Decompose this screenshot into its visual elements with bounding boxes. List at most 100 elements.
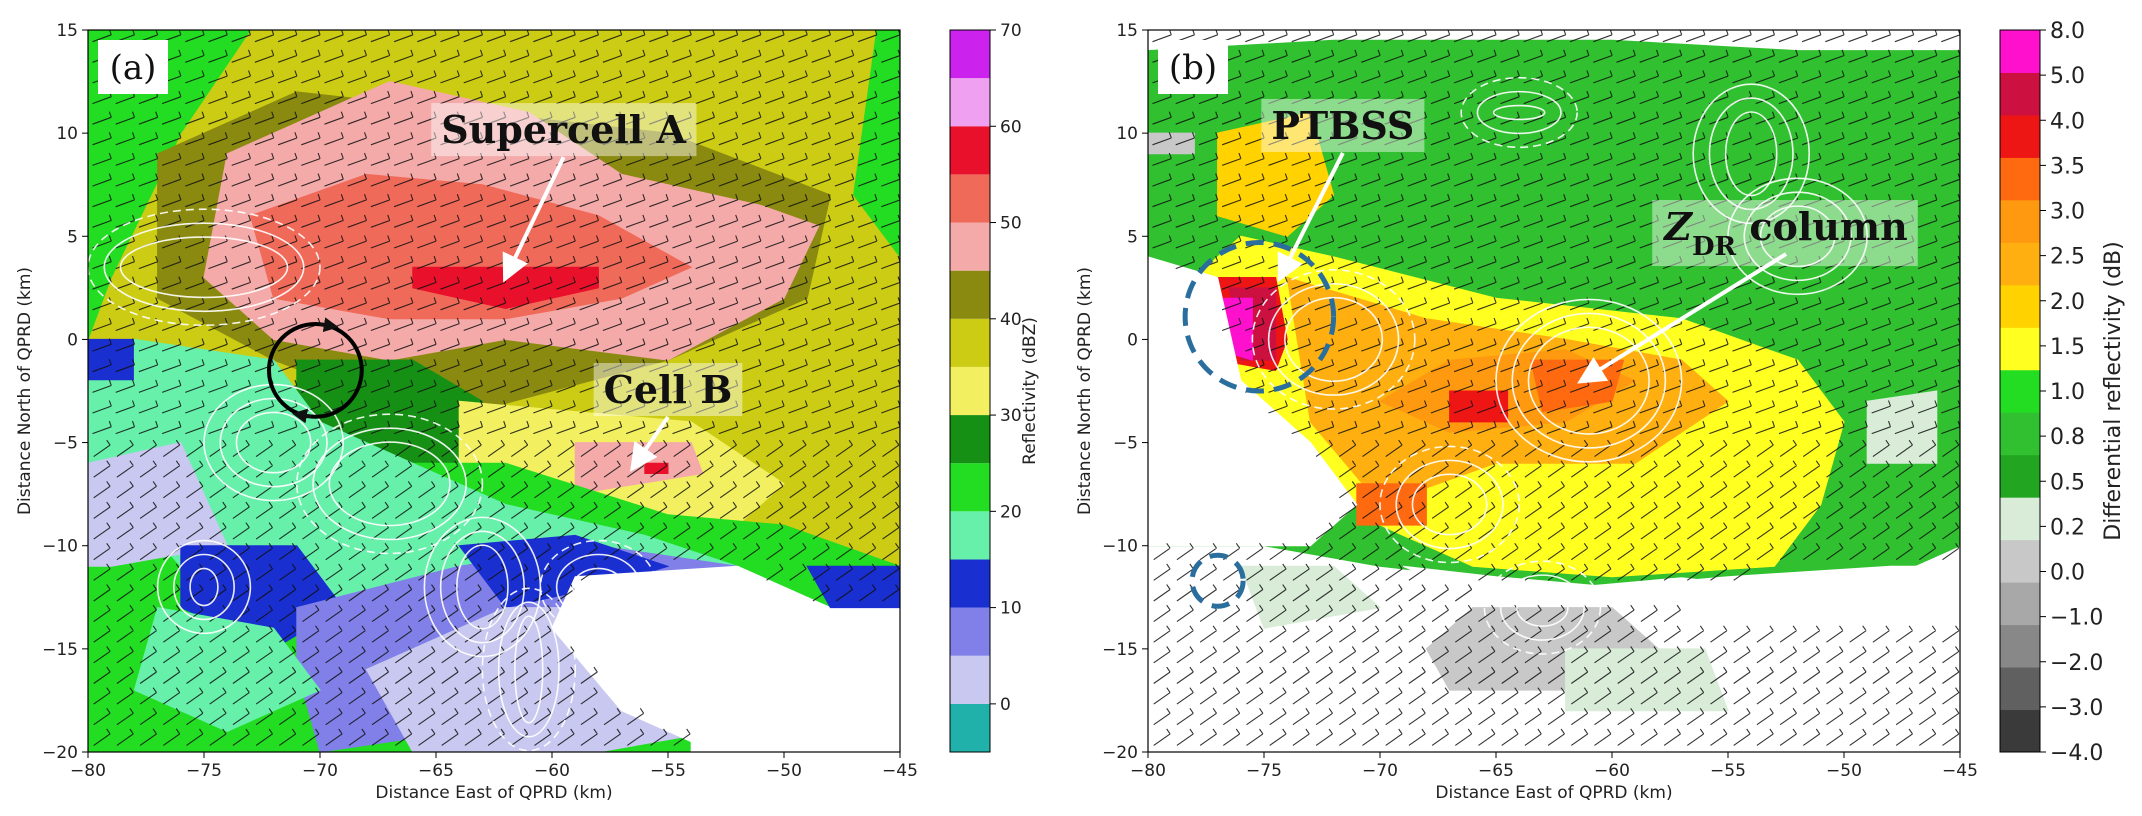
field-region [88, 30, 252, 340]
colorbar-tick-label: 2.5 [2050, 245, 2085, 270]
contour-line [539, 539, 658, 635]
y-tick-label: −20 [42, 743, 78, 763]
x-tick-label: −75 [186, 761, 222, 781]
contour-line [295, 413, 484, 555]
colorbar-tick-label: 70 [1000, 21, 1022, 41]
colorbar-tick-label: 5.0 [2050, 64, 2085, 89]
colorbar-tick-label: 0.5 [2050, 470, 2085, 495]
annotation: PTBSS [1261, 98, 1425, 283]
colorbar-bin [2000, 327, 2040, 371]
colorbar-bin [2000, 72, 2040, 116]
contour-line [1284, 296, 1384, 382]
contour-line [1727, 177, 1868, 296]
contour-line [1251, 269, 1416, 410]
x-axis-label: Distance East of QPRD (km) [375, 783, 612, 803]
colorbar-label: Reflectivity (dBZ) [1020, 317, 1040, 465]
mesocyclone-circle [266, 317, 364, 424]
colorbar-bin [950, 655, 990, 704]
contour-line [235, 411, 312, 474]
x-axis-label: Distance East of QPRD (km) [1435, 783, 1672, 803]
field-region [412, 266, 599, 310]
contour-line [1411, 473, 1488, 536]
contour-line [189, 567, 219, 607]
annotation-label: Cell B [604, 367, 733, 412]
colorbar-bin [2000, 284, 2040, 328]
contour-line [481, 587, 576, 752]
colorbar-bin [950, 607, 990, 656]
y-tick-label: 5 [67, 227, 78, 247]
colorbar-bin [2000, 667, 2040, 711]
y-axis-ticks: −20 −15 −10 −5 0 5 10 15 [42, 21, 88, 763]
x-tick-label: −60 [534, 761, 570, 781]
colorbar-tick-label: 0.8 [2050, 425, 2085, 450]
colorbar-bin [950, 559, 990, 608]
y-tick-label: −20 [1102, 743, 1138, 763]
contour-line [1708, 97, 1794, 211]
wind-barb-set [92, 30, 900, 746]
contour-line [1516, 588, 1569, 627]
colorbar-reflectivity: 0 10 20 30 40 50 60 70 Reflectivity (dBZ) [949, 21, 1040, 753]
x-tick-label: −70 [1362, 761, 1398, 781]
contour-line [572, 567, 625, 607]
annotation-label: ZDR column [1662, 204, 1908, 262]
dashed-circle [1189, 552, 1246, 609]
rotation-arrow [319, 317, 339, 333]
plot-frame-a [87, 29, 901, 753]
field-region [1148, 256, 1358, 547]
y-tick-label: −5 [53, 434, 78, 454]
colorbar-bin [2000, 624, 2040, 668]
annotation: Cell B [593, 363, 743, 472]
colorbar-tick-label: 8.0 [2050, 19, 2085, 44]
colorbar-tick-label: −2.0 [2050, 651, 2103, 676]
colorbar-tick-label: 0.0 [2050, 561, 2085, 586]
panel-tag: (b) [1169, 48, 1217, 88]
contour-line [1743, 191, 1852, 282]
contour-line [1460, 76, 1578, 149]
colorbar-bin [2000, 539, 2040, 583]
annotation-arrow [502, 156, 566, 283]
colorbar-bin [2000, 412, 2040, 456]
y-tick-label: 15 [1116, 21, 1138, 41]
colorbar-tick-label: −3.0 [2050, 696, 2103, 721]
annotation-box [593, 363, 743, 416]
annotation-arrow [630, 415, 670, 472]
contour-line [312, 427, 467, 541]
contour-line [219, 397, 328, 488]
contour-line [203, 383, 344, 502]
colorbar-bin [950, 463, 990, 512]
colorbar-tick-label: 0 [1000, 695, 1011, 715]
colorbar-tick-label: −1.0 [2050, 606, 2103, 631]
colorbar-tick-label: 3.0 [2050, 200, 2085, 225]
x-tick-label: −50 [1826, 761, 1862, 781]
colorbar-tick-label: 50 [1000, 214, 1022, 234]
colorbar-tick-label: 4.0 [2050, 109, 2085, 134]
colorbar-bin [950, 78, 990, 127]
colorbar-bin [2000, 454, 2040, 498]
field-region [853, 30, 900, 258]
contour-line [514, 615, 544, 724]
x-tick-label: −55 [1710, 761, 1746, 781]
y-tick-label: 10 [1116, 124, 1138, 144]
y-axis-label: Distance North of QPRD (km) [15, 267, 35, 515]
wind-barb-set [1152, 30, 1960, 746]
x-tick-label: −50 [766, 761, 802, 781]
colorbar-tick-label: 3.5 [2050, 154, 2085, 179]
contour-line [328, 441, 451, 527]
colorbar-label: Differential reflectivity (dB) [2101, 241, 2126, 540]
field-region [88, 338, 135, 382]
white-contours [1251, 76, 1868, 655]
colorbar-bin [950, 174, 990, 223]
x-tick-label: −55 [650, 761, 686, 781]
dashed-circle [1182, 239, 1337, 394]
colorbar-bin [950, 366, 990, 416]
colorbar-bin [2000, 157, 2040, 201]
field-region [1866, 390, 1938, 464]
field-region [133, 607, 321, 732]
contour-line [156, 539, 252, 635]
contour-line [1476, 90, 1562, 135]
y-tick-label: −5 [1113, 434, 1138, 454]
contour-line [103, 222, 305, 313]
field-region [1148, 132, 1195, 155]
colorbar-bin [2000, 30, 2040, 73]
